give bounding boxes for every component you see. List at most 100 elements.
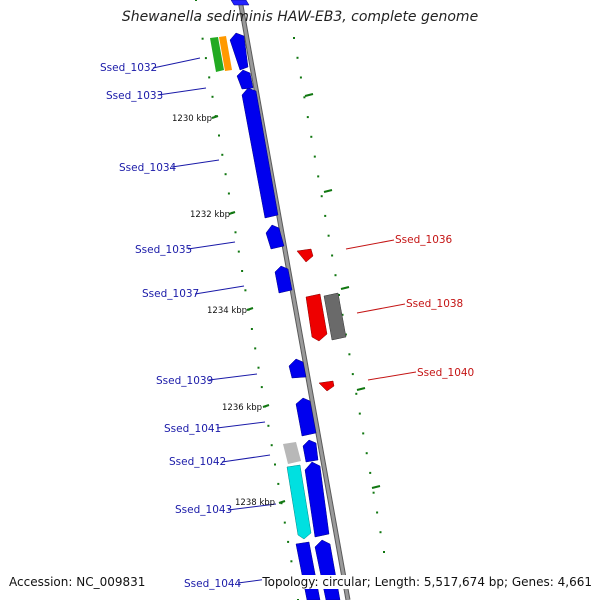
tick-dot: [211, 95, 214, 98]
tick-dot: [348, 353, 351, 356]
scale-label: 1238 kbp: [235, 498, 275, 508]
scale-label: 1230 kbp: [172, 114, 212, 124]
gene-label-ssed-1037[interactable]: Ssed_1037: [142, 288, 199, 300]
scale-label: 1234 kbp: [207, 306, 247, 316]
tick-dot: [331, 254, 334, 257]
tick-dot: [227, 192, 230, 195]
tick-dot: [320, 195, 323, 198]
scale-labels: 1230 kbp 1232 kbp 1234 kbp 1236 kbp 1238…: [172, 114, 275, 508]
page-title: Shewanella sediminis HAW-EB3, complete g…: [121, 9, 479, 25]
gene-label-ssed-1036[interactable]: Ssed_1036: [395, 234, 453, 246]
genome-summary-text: Topology: circular; Length: 5,517,674 bp…: [262, 575, 592, 589]
scale-label: 1236 kbp: [222, 403, 262, 413]
tick-dot: [306, 116, 309, 119]
tick-dot: [267, 424, 270, 427]
genome-summary-value: Topology: circular; Length: 5,517,674 bp…: [262, 575, 592, 589]
gene-ssed-1044-b[interactable]: [314, 539, 341, 600]
gene-ssed-1041[interactable]: [295, 397, 317, 437]
gene-label-ssed-1033[interactable]: Ssed_1033: [106, 90, 163, 102]
major-tick: [278, 500, 286, 504]
tick-dot: [365, 452, 368, 455]
tick-dot: [369, 471, 372, 474]
gene-ssed-1043[interactable]: [304, 461, 330, 538]
tick-dot: [287, 540, 290, 543]
gene-ssed-1043-cyan[interactable]: [286, 464, 312, 540]
scale-label: 1232 kbp: [190, 210, 230, 220]
tick-dot: [310, 135, 313, 138]
tick-dot: [221, 153, 224, 156]
gene-label-ssed-1038[interactable]: Ssed_1038: [406, 298, 463, 310]
major-tick: [356, 387, 366, 391]
gene-ssed-1036[interactable]: [296, 248, 314, 263]
tick-dot: [260, 386, 263, 389]
tick-dot: [237, 250, 240, 253]
tick-dot: [355, 392, 358, 395]
gene-label-ssed-1044[interactable]: Ssed_1044: [184, 578, 242, 590]
tick-dot: [218, 134, 220, 137]
tick-dot: [376, 511, 379, 514]
tick-dot: [299, 76, 302, 79]
tick-dot: [224, 173, 227, 176]
gene-ssed-1042-grey[interactable]: [283, 442, 301, 464]
accession-value: Accession: NC_009831: [9, 575, 146, 589]
gene-ssed-1040[interactable]: [318, 380, 335, 392]
gene-ssed-1032[interactable]: [229, 32, 249, 71]
tick-dot: [277, 482, 280, 485]
major-tick: [211, 115, 219, 119]
gene-label-ssed-1035[interactable]: Ssed_1035: [135, 244, 192, 256]
gene-ssed-1032-green[interactable]: [210, 37, 224, 72]
tick-dot: [344, 333, 347, 336]
gene-label-ssed-1039[interactable]: Ssed_1039: [156, 375, 213, 387]
gene-label-ssed-1042[interactable]: Ssed_1042: [169, 456, 226, 468]
tick-dot: [358, 412, 361, 415]
gene-label-ssed-1032[interactable]: Ssed_1032: [100, 62, 157, 74]
gene-ssed-1042[interactable]: [302, 439, 319, 463]
gene-labels: Ssed_1032 Ssed_1033 Ssed_1034 Ssed_1035 …: [100, 62, 474, 590]
tick-dot: [341, 313, 344, 316]
tick-dot: [317, 175, 320, 178]
gene-ssed-1038[interactable]: [305, 293, 328, 342]
gene-ssed-1031[interactable]: [230, 0, 250, 6]
tick-dot: [383, 551, 385, 553]
tick-dot: [250, 328, 253, 330]
gene-label-ssed-1043[interactable]: Ssed_1043: [175, 504, 232, 516]
tick-dot: [296, 56, 299, 59]
tick-dot: [254, 347, 257, 350]
major-tick: [262, 404, 270, 408]
accession-text: Accession: NC_009831: [9, 575, 146, 589]
major-tick: [340, 286, 350, 290]
genome-backbone: [237, 0, 351, 600]
tick-dot: [241, 270, 244, 272]
tick-dot: [338, 294, 340, 296]
major-tick: [228, 211, 236, 215]
tick-dot: [257, 366, 260, 369]
tick-dot: [362, 432, 365, 435]
tick-dot: [270, 444, 273, 447]
gene-label-ssed-1034[interactable]: Ssed_1034: [119, 162, 177, 174]
tick-dot: [204, 57, 207, 60]
tick-dot: [283, 521, 286, 524]
tick-dot: [372, 491, 375, 494]
gene-label-ssed-1041[interactable]: Ssed_1041: [164, 423, 221, 435]
major-ticks: [211, 93, 381, 504]
tick-dot: [201, 37, 204, 40]
tick-dot: [351, 373, 354, 376]
gene-ssed-1039[interactable]: [288, 358, 307, 379]
gene-ssed-1032-orange[interactable]: [219, 36, 232, 71]
gene-ssed-1038-pseudo[interactable]: [323, 292, 347, 341]
gene-ssed-1037[interactable]: [274, 265, 293, 294]
tick-dot: [379, 531, 382, 534]
tick-dot: [195, 0, 197, 1]
right-tick-track: [293, 37, 385, 553]
gene-ssed-1033[interactable]: [236, 69, 254, 90]
tick-dot: [327, 234, 330, 237]
major-tick: [246, 307, 254, 311]
gene-ssed-1035[interactable]: [265, 224, 285, 250]
tick-dot: [290, 560, 293, 563]
tick-dot: [274, 463, 276, 466]
gene-label-ssed-1040[interactable]: Ssed_1040: [417, 367, 474, 379]
tick-dot: [334, 274, 337, 277]
gene-ssed-1034[interactable]: [241, 87, 279, 219]
tick-dot: [198, 18, 201, 21]
